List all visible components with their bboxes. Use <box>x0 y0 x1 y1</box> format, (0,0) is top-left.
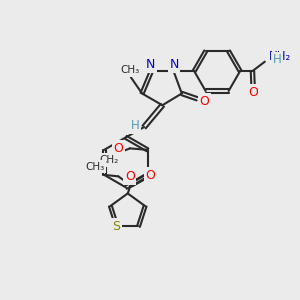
Text: O: O <box>146 169 155 182</box>
Text: O: O <box>248 86 258 99</box>
Text: N: N <box>169 58 179 71</box>
Text: H: H <box>272 53 281 66</box>
Text: CH₃: CH₃ <box>120 65 139 75</box>
Text: CH₂: CH₂ <box>100 155 119 165</box>
Text: H: H <box>131 119 140 132</box>
Text: CH₃: CH₃ <box>85 162 104 172</box>
Text: O: O <box>199 94 209 108</box>
Text: NH₂: NH₂ <box>269 50 292 63</box>
Text: O: O <box>125 170 135 183</box>
Text: S: S <box>112 220 120 233</box>
Text: O: O <box>113 142 123 154</box>
Text: N: N <box>146 58 156 71</box>
